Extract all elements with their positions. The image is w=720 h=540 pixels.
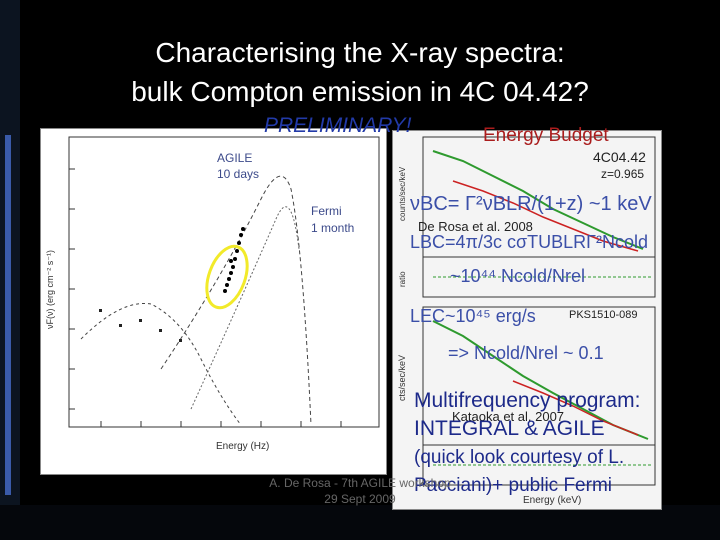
bc-luminosity-estimate: ~10⁴⁴ Ncold/Nrel bbox=[450, 266, 586, 286]
derosa-citation: De Rosa et al. 2008 bbox=[418, 219, 533, 234]
footer-date: 29 Sept 2009 bbox=[324, 492, 396, 506]
sed-plot: Energy (Hz) νF(ν) (erg cm⁻² s⁻¹) bbox=[45, 136, 380, 452]
ec-luminosity: LEC~10⁴⁵ erg/s bbox=[410, 306, 536, 326]
xray-spectra-panel: Energy (keV) counts/sec/keV cts/sec/keV … bbox=[392, 130, 662, 510]
low-energy-points bbox=[99, 309, 182, 342]
redshift-label: z=0.965 bbox=[601, 167, 645, 181]
sed-plot-ticks bbox=[69, 168, 342, 427]
agile-data-points bbox=[223, 227, 245, 293]
multifrequency-program: Multifrequency program: bbox=[414, 389, 641, 412]
slide-accent-stripe bbox=[5, 135, 11, 495]
slide-title-line1: Characterising the X-ray spectra: bbox=[155, 37, 565, 68]
compton-model-curve bbox=[160, 175, 312, 426]
kataoka-citation: Kataoka et al. 2007 bbox=[452, 409, 565, 424]
fermi-month-label: 1 month bbox=[311, 221, 355, 235]
pacciani-fermi-note: Pacciani)+ public Fermi bbox=[414, 475, 612, 496]
quick-look-note: (quick look courtesy of L. bbox=[414, 447, 625, 468]
slide-bottom-border bbox=[0, 505, 720, 540]
energy-budget-label: Energy Budget bbox=[483, 125, 609, 146]
integral-agile: INTEGRAL & AGILE bbox=[414, 417, 605, 440]
top-spectrum-red bbox=[452, 180, 639, 252]
footer-author: A. De Rosa - 7th AGILE workshop bbox=[269, 476, 451, 490]
highlight-ellipse bbox=[205, 244, 249, 310]
sed-plot-frame bbox=[68, 136, 380, 428]
sed-ylabel: νF(ν) (erg cm⁻² s⁻¹) bbox=[45, 250, 55, 329]
sed-plot-panel: Energy (Hz) νF(ν) (erg cm⁻² s⁻¹) AGILE 1… bbox=[40, 128, 387, 475]
fermi-label: Fermi bbox=[311, 204, 342, 218]
synchrotron-model-curve bbox=[80, 302, 242, 426]
preliminary-label: PRELIMINARY! bbox=[264, 114, 412, 137]
source-4c0442-label: 4C04.42 bbox=[593, 149, 646, 165]
sed-xlabel: Energy (Hz) bbox=[216, 441, 269, 452]
slide-title-line2: bulk Compton emission in 4C 04.42? bbox=[131, 76, 589, 107]
bottom-spectrum-red bbox=[512, 380, 639, 436]
spectra-ylabel-top: counts/sec/keV bbox=[398, 166, 407, 221]
bottom-ratio-frame bbox=[422, 444, 656, 486]
density-ratio: => Ncold/Nrel ~ 0.1 bbox=[448, 343, 604, 363]
agile-label: AGILE bbox=[217, 151, 253, 165]
bc-frequency-equation: νBC= Γ²νBLR/(1+z) ~1 keV bbox=[410, 193, 652, 215]
top-spectrum-green bbox=[432, 150, 644, 250]
spectra-ylabel-bottom: cts/sec/keV bbox=[397, 355, 407, 401]
spectra-xlabel: Energy (keV) bbox=[523, 495, 581, 506]
top-ratio-frame bbox=[422, 256, 656, 298]
xray-spectra-plot: Energy (keV) counts/sec/keV cts/sec/keV … bbox=[397, 136, 656, 506]
spectra-ratio-label: ratio bbox=[398, 271, 407, 287]
ec-model-curve bbox=[190, 206, 300, 410]
source-pks1510-label: PKS1510-089 bbox=[569, 309, 638, 321]
agile-days-label: 10 days bbox=[217, 167, 260, 181]
bc-luminosity-equation: LBC=4π/3c cσTUBLRΓ²Ncold bbox=[410, 232, 649, 252]
